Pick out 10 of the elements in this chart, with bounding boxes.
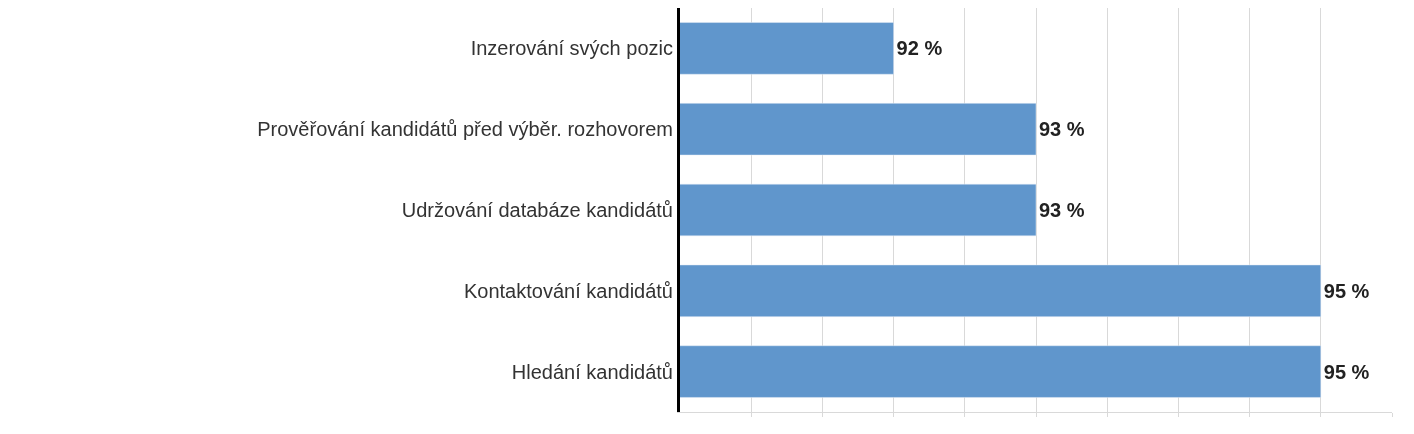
y-tick-label: Inzerování svých pozic	[470, 37, 673, 60]
y-tick-label: Prověřování kandidátů před výběr. rozhovorem	[257, 118, 673, 141]
data-label: 93 %	[1039, 199, 1085, 221]
data-label: 95 %	[1323, 360, 1370, 383]
y-tick-label: Hledání kandidátů	[511, 360, 673, 383]
y-tick-label: Udržování databáze kandidátů	[401, 199, 673, 221]
data-label: 92 %	[896, 37, 943, 60]
data-label: 93 %	[1039, 118, 1085, 141]
y-tick-label: Kontaktování kandidátů	[463, 279, 673, 302]
data-label: 95 %	[1323, 279, 1370, 302]
